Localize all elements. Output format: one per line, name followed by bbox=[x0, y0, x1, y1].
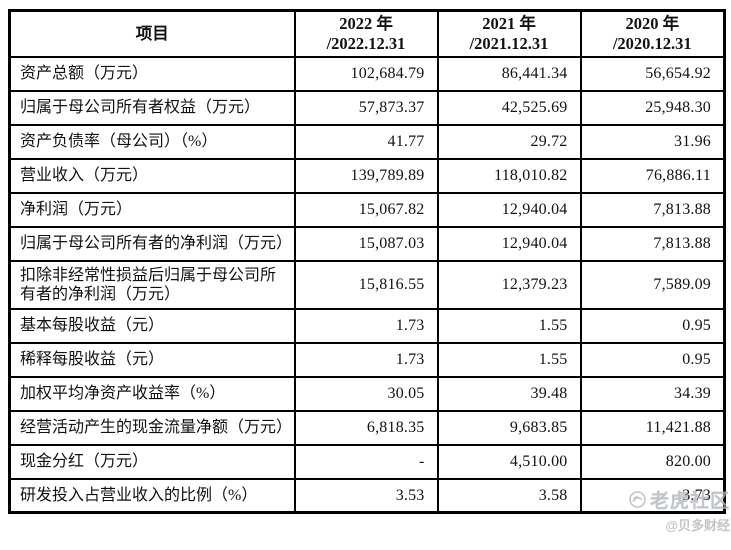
row-value-2021: 12,940.04 bbox=[436, 191, 582, 228]
header-year-line1: 2022 年 bbox=[339, 14, 393, 33]
row-value-2022: 15,087.03 bbox=[293, 225, 439, 262]
table-row: 营业收入（万元） 139,789.89 118,010.82 76,886.11 bbox=[8, 157, 726, 194]
row-value-2021: 86,441.34 bbox=[436, 55, 582, 92]
header-year-2022: 2022 年 /2022.12.31 bbox=[293, 9, 439, 58]
watermark-handle: @贝多财经 bbox=[665, 518, 730, 533]
row-value-2022: 1.73 bbox=[293, 341, 439, 378]
row-label: 营业收入（万元） bbox=[8, 157, 296, 194]
row-value-2022: - bbox=[293, 443, 439, 480]
header-year-line1: 2020 年 bbox=[625, 14, 680, 33]
row-value-2022: 30.05 bbox=[293, 375, 439, 412]
row-label: 现金分红（万元） bbox=[8, 443, 296, 480]
row-label: 研发投入占营业收入的比例（%） bbox=[8, 477, 296, 514]
header-date-line2: /2022.12.31 bbox=[326, 33, 406, 53]
row-label: 基本每股收益（元） bbox=[8, 307, 296, 344]
row-value-2022: 6,818.35 bbox=[293, 409, 439, 446]
row-value-2021: 1.55 bbox=[436, 341, 582, 378]
header-year-2020: 2020 年 /2020.12.31 bbox=[579, 9, 726, 58]
row-label: 经营活动产生的现金流量净额（万元） bbox=[8, 409, 296, 446]
table-row: 净利润（万元） 15,067.82 12,940.04 7,813.88 bbox=[8, 191, 726, 228]
row-label: 扣除非经常性损益后归属于母公司所有者的净利润（万元） bbox=[8, 259, 296, 310]
header-row: 项目 2022 年 /2022.12.31 2021 年 /2021.12.31… bbox=[8, 9, 726, 58]
row-value-2021: 4,510.00 bbox=[436, 443, 582, 480]
row-value-2021: 118,010.82 bbox=[436, 157, 582, 194]
header-date-line2: /2021.12.31 bbox=[469, 33, 549, 53]
row-value-2020: 7,589.09 bbox=[579, 259, 726, 310]
table-row: 加权平均净资产收益率（%） 30.05 39.48 34.39 bbox=[8, 375, 726, 412]
table-row: 归属于母公司所有者权益（万元） 57,873.37 42,525.69 25,9… bbox=[8, 89, 726, 126]
table-row: 基本每股收益（元） 1.73 1.55 0.95 bbox=[8, 307, 726, 344]
row-label: 净利润（万元） bbox=[8, 191, 296, 228]
row-value-2020: 3.73 bbox=[579, 477, 726, 514]
row-label: 资产负债率（母公司）（%） bbox=[8, 123, 296, 160]
row-value-2022: 139,789.89 bbox=[293, 157, 439, 194]
row-label: 加权平均净资产收益率（%） bbox=[8, 375, 296, 412]
row-value-2020: 76,886.11 bbox=[579, 157, 726, 194]
row-value-2020: 31.96 bbox=[579, 123, 726, 160]
row-value-2021: 3.58 bbox=[436, 477, 582, 514]
table-row: 扣除非经常性损益后归属于母公司所有者的净利润（万元） 15,816.55 12,… bbox=[8, 259, 726, 310]
row-value-2021: 12,940.04 bbox=[436, 225, 582, 262]
row-value-2022: 15,816.55 bbox=[293, 259, 439, 310]
table-row: 资产总额（万元） 102,684.79 86,441.34 56,654.92 bbox=[8, 55, 726, 92]
table-row: 现金分红（万元） - 4,510.00 820.00 bbox=[8, 443, 726, 480]
row-value-2020: 25,948.30 bbox=[579, 89, 726, 126]
table-row: 归属于母公司所有者的净利润（万元） 15,087.03 12,940.04 7,… bbox=[8, 225, 726, 262]
row-value-2022: 41.77 bbox=[293, 123, 439, 160]
row-value-2020: 0.95 bbox=[579, 341, 726, 378]
row-value-2020: 11,421.88 bbox=[579, 409, 726, 446]
row-value-2020: 7,813.88 bbox=[579, 225, 726, 262]
row-value-2020: 820.00 bbox=[579, 443, 726, 480]
row-value-2021: 29.72 bbox=[436, 123, 582, 160]
row-label: 归属于母公司所有者权益（万元） bbox=[8, 89, 296, 126]
table-row: 资产负债率（母公司）（%） 41.77 29.72 31.96 bbox=[8, 123, 726, 160]
header-item-column: 项目 bbox=[8, 9, 296, 58]
row-value-2020: 0.95 bbox=[579, 307, 726, 344]
table-row: 研发投入占营业收入的比例（%） 3.53 3.58 3.73 bbox=[8, 477, 726, 514]
row-value-2022: 102,684.79 bbox=[293, 55, 439, 92]
row-value-2021: 12,379.23 bbox=[436, 259, 582, 310]
table-body: 资产总额（万元） 102,684.79 86,441.34 56,654.92 … bbox=[8, 55, 726, 514]
header-year-line1: 2021 年 bbox=[482, 14, 536, 33]
row-value-2020: 34.39 bbox=[579, 375, 726, 412]
row-value-2021: 39.48 bbox=[436, 375, 582, 412]
row-value-2020: 56,654.92 bbox=[579, 55, 726, 92]
financial-summary-table: 项目 2022 年 /2022.12.31 2021 年 /2021.12.31… bbox=[8, 9, 726, 515]
row-value-2021: 9,683.85 bbox=[436, 409, 582, 446]
row-value-2022: 57,873.37 bbox=[293, 89, 439, 126]
row-value-2022: 3.53 bbox=[293, 477, 439, 514]
row-value-2021: 42,525.69 bbox=[436, 89, 582, 126]
table-header: 项目 2022 年 /2022.12.31 2021 年 /2021.12.31… bbox=[8, 9, 726, 58]
row-value-2021: 1.55 bbox=[436, 307, 582, 344]
row-label: 资产总额（万元） bbox=[8, 55, 296, 92]
header-date-line2: /2020.12.31 bbox=[612, 33, 692, 53]
row-value-2022: 1.73 bbox=[293, 307, 439, 344]
row-label: 稀释每股收益（元） bbox=[8, 341, 296, 378]
row-label: 归属于母公司所有者的净利润（万元） bbox=[8, 225, 296, 262]
row-value-2020: 7,813.88 bbox=[579, 191, 726, 228]
header-year-2021: 2021 年 /2021.12.31 bbox=[436, 9, 582, 58]
table-row: 经营活动产生的现金流量净额（万元） 6,818.35 9,683.85 11,4… bbox=[8, 409, 726, 446]
table-row: 稀释每股收益（元） 1.73 1.55 0.95 bbox=[8, 341, 726, 378]
row-value-2022: 15,067.82 bbox=[293, 191, 439, 228]
